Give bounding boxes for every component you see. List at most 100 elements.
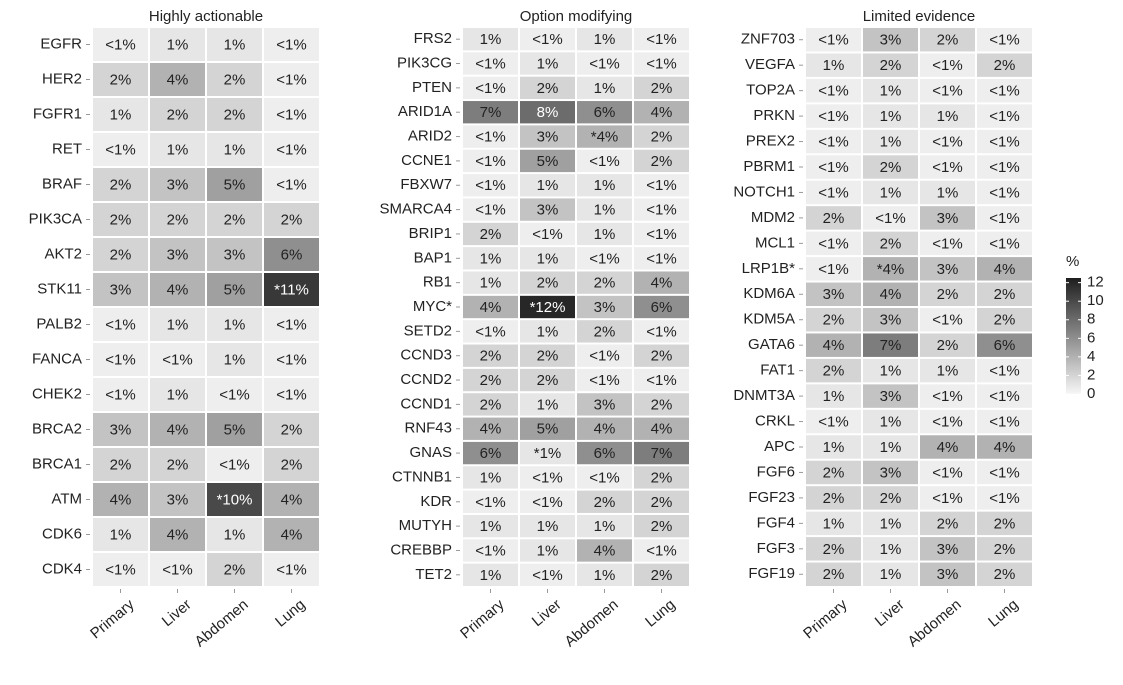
y-tick-label: ZNF703 <box>741 31 795 48</box>
cell-label: <1% <box>276 36 306 53</box>
cell-label: <1% <box>589 469 619 486</box>
heatmap-cell <box>150 238 205 271</box>
cell-label: <1% <box>532 226 562 243</box>
cell-label: <1% <box>105 141 135 158</box>
cell-label: <1% <box>989 363 1019 380</box>
cell-label: 2% <box>537 275 559 292</box>
y-tick-label: CCND3 <box>400 347 452 364</box>
cell-label: 1% <box>880 363 902 380</box>
heatmap-cell <box>634 174 689 197</box>
cell-label: <1% <box>989 134 1019 151</box>
cell-label: <1% <box>932 388 962 405</box>
heatmap-cell <box>977 358 1032 383</box>
cell-label: 7% <box>480 104 502 121</box>
cell-label: <1% <box>818 83 848 100</box>
cell-label: 2% <box>937 337 959 354</box>
cell-label: 4% <box>937 439 959 456</box>
cell-label: <1% <box>989 108 1019 125</box>
cell-label: <1% <box>162 561 192 578</box>
cell-label: <1% <box>932 464 962 481</box>
heatmap-cell <box>150 63 205 96</box>
heatmap-cell <box>207 413 262 446</box>
cell-label: <1% <box>818 261 848 278</box>
heatmap-cell <box>520 28 575 51</box>
heatmap-cell <box>150 518 205 551</box>
cell-label: 2% <box>224 561 246 578</box>
heatmap-cell <box>93 343 148 376</box>
heatmap-cell <box>150 308 205 341</box>
heatmap-cell <box>806 333 861 357</box>
cell-label: <1% <box>818 134 848 151</box>
colorbar-tick-label: 4 <box>1087 348 1095 365</box>
panel-title: Limited evidence <box>863 8 976 25</box>
cell-label: 2% <box>823 566 845 583</box>
heatmap-cell <box>93 483 148 516</box>
cell-label: 2% <box>281 211 303 228</box>
cell-label: 3% <box>937 566 959 583</box>
heatmap-cell <box>806 206 861 230</box>
heatmap-cell <box>806 129 861 154</box>
cell-label: <1% <box>276 386 306 403</box>
cell-label: 1% <box>537 177 559 194</box>
cell-label: 6% <box>651 299 673 316</box>
cell-label: 2% <box>880 159 902 176</box>
heatmap-cell <box>863 53 918 77</box>
heatmap-cell <box>577 101 632 124</box>
heatmap-cell <box>207 273 262 306</box>
heatmap-cell <box>806 53 861 77</box>
cell-label: <1% <box>532 31 562 48</box>
heatmap-cell <box>264 28 319 61</box>
cell-label: 1% <box>224 141 246 158</box>
colorbar-tick-label: 8 <box>1087 311 1095 328</box>
y-tick-label: PIK3CA <box>29 210 82 227</box>
cell-label: 2% <box>823 541 845 558</box>
cell-label: <1% <box>475 202 505 219</box>
heatmap-cell <box>93 63 148 96</box>
heatmap-cell <box>207 28 262 61</box>
heatmap-cell <box>977 104 1032 128</box>
cell-label: 4% <box>651 104 673 121</box>
heatmap-cell <box>520 490 575 513</box>
cell-label: 3% <box>224 246 246 263</box>
cell-label: <1% <box>589 348 619 365</box>
cell-label: <1% <box>818 235 848 252</box>
cell-label: <1% <box>932 490 962 507</box>
y-tick-label: FGF3 <box>757 540 795 557</box>
y-tick-label: CCNE1 <box>401 152 452 169</box>
cell-label: *4% <box>877 261 905 278</box>
cell-label: 2% <box>110 246 132 263</box>
heatmap-cell <box>520 149 575 173</box>
cell-label: 2% <box>480 372 502 389</box>
cell-label: 1% <box>480 31 502 48</box>
heatmap-cell <box>863 537 918 561</box>
heatmap-cell <box>634 539 689 562</box>
y-tick-label: PRKN <box>753 107 795 124</box>
cell-label: 2% <box>823 464 845 481</box>
heatmap-cell <box>207 168 262 201</box>
cell-label: 1% <box>537 250 559 267</box>
heatmap-cell <box>93 448 148 481</box>
cell-label: 1% <box>880 439 902 456</box>
cell-label: 4% <box>480 421 502 438</box>
heatmap-cell <box>463 271 518 294</box>
heatmap-cell <box>920 257 975 281</box>
cell-label: <1% <box>989 414 1019 431</box>
cell-label: 2% <box>651 518 673 535</box>
y-tick-label: ARID2 <box>408 128 452 145</box>
heatmap-cell <box>520 393 575 416</box>
heatmap-cell <box>977 53 1032 77</box>
heatmap-cell <box>863 308 918 332</box>
heatmap-cell <box>520 52 575 75</box>
cell-label: 1% <box>594 177 616 194</box>
cell-label: 3% <box>880 312 902 329</box>
y-tick-label: FANCA <box>32 350 82 367</box>
cell-label: 1% <box>823 515 845 532</box>
y-tick-label: KDM5A <box>743 311 795 328</box>
cell-label: 3% <box>937 541 959 558</box>
cell-label: 2% <box>594 494 616 511</box>
heatmap-cell <box>920 537 975 561</box>
heatmap-cell <box>463 393 518 416</box>
y-tick-label: SMARCA4 <box>379 201 452 218</box>
y-tick-label: RNF43 <box>404 420 452 437</box>
cell-label: 1% <box>823 439 845 456</box>
